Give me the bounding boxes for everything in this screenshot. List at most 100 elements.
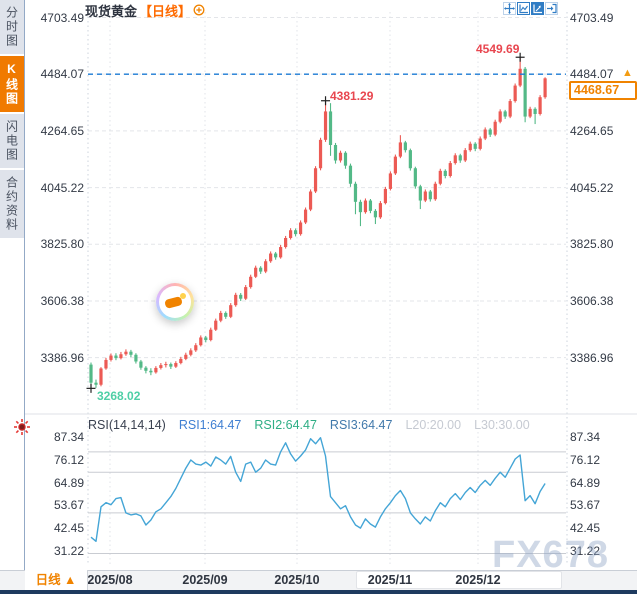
bottom-window-edge	[0, 590, 637, 594]
candle-body	[149, 370, 153, 373]
candle-body	[493, 121, 497, 135]
candle-body	[229, 305, 233, 317]
sidebar-tab-3[interactable]: 合约资料	[0, 170, 24, 238]
candle-body	[274, 253, 278, 258]
candle-body	[199, 337, 203, 346]
price-labels-left-label: 3606.38	[40, 293, 84, 308]
xaxis-label: 2025/12	[455, 573, 501, 587]
candle-body	[234, 294, 238, 306]
price-labels-right-label: 3386.96	[570, 350, 614, 365]
candle-body	[139, 361, 143, 368]
candle-body	[264, 261, 268, 272]
rsi-labels-left-label: 64.89	[53, 475, 84, 490]
candle-body	[89, 364, 93, 383]
xaxis-label: 2025/11	[367, 573, 413, 587]
candle-body	[293, 230, 298, 235]
candle-body	[224, 312, 228, 317]
candle-body	[398, 142, 402, 157]
candle-body	[413, 168, 417, 187]
candle-body	[373, 210, 378, 218]
rsi-labels-right-label: 76.12	[570, 452, 601, 467]
xaxis-label: 2025/08	[87, 573, 133, 587]
candle-body	[448, 163, 452, 176]
live-flash-icon[interactable]	[13, 418, 31, 436]
candle-body	[214, 320, 218, 330]
zoom-add-icon[interactable]	[193, 4, 205, 16]
candle-body	[503, 111, 507, 117]
chart-toolbar	[503, 2, 558, 15]
rsi-labels-left-label: 76.12	[53, 452, 84, 467]
sidebar-tab-1[interactable]: K线图	[0, 56, 24, 112]
candle-body	[543, 78, 547, 98]
candle-body	[129, 351, 133, 355]
candle-body	[533, 108, 537, 114]
candle-body	[154, 367, 158, 373]
candle-body	[144, 367, 148, 371]
candle-body	[473, 143, 477, 149]
candle-body	[468, 143, 472, 151]
period-tag: 【日线】	[139, 3, 192, 19]
candle-body	[433, 183, 437, 200]
horizontal-scrollbar-thumb[interactable]	[356, 571, 562, 589]
candle-body	[244, 287, 248, 299]
rsi-labels-left-label: 31.22	[53, 544, 84, 558]
candle-body	[483, 129, 487, 139]
candle-body	[259, 267, 263, 272]
xaxis-label: 2025/10	[274, 573, 320, 587]
sidebar-tab-0[interactable]: 分时图	[0, 0, 24, 54]
rsi-labels-left-label: 53.67	[53, 498, 84, 513]
candle-body	[164, 364, 168, 366]
rsi-labels-left-label: 87.34	[53, 430, 84, 444]
rsi-header-item-3: RSI3:64.47	[329, 418, 393, 432]
price-labels-right-label: 4264.65	[570, 123, 614, 138]
candle-body	[269, 253, 273, 262]
candle-body	[109, 355, 113, 360]
candle-body	[219, 312, 223, 321]
candle-body	[463, 150, 467, 161]
candle-body	[209, 329, 213, 341]
low-price-annotation: 3268.02	[97, 389, 141, 403]
candle-body	[338, 152, 343, 161]
rsi-header-item-2: RSI2:64.47	[254, 418, 317, 432]
rsi-indicator-header: RSI(14,14,14) RSI1:64.47 RSI2:64.47 RSI3:64…	[88, 418, 530, 432]
candle-body	[124, 351, 128, 355]
candle-body	[423, 191, 427, 201]
period-selector[interactable]: 日线 ▲	[25, 570, 88, 590]
symbol-name: 现货黄金	[85, 3, 138, 19]
chart-title: 现货黄金 【日线】	[85, 2, 205, 19]
candle-body	[249, 276, 253, 288]
exit-icon[interactable]	[545, 2, 558, 15]
candle-body	[403, 142, 407, 151]
sidebar-tab-2[interactable]: 闪电图	[0, 114, 24, 168]
candle-body	[323, 111, 328, 140]
candle-body	[388, 173, 392, 189]
axis-scale-x-icon[interactable]	[517, 2, 530, 15]
candle-body	[343, 152, 348, 166]
candle-body	[119, 354, 123, 359]
sidebar: 分时图 K线图 闪电图 合约资料	[0, 0, 25, 594]
candle-body	[358, 201, 363, 213]
swing-high-annotation: 4381.29	[330, 89, 374, 103]
current-price-badge: 4468.67	[569, 81, 637, 100]
candle-body	[134, 354, 138, 362]
pan-icon[interactable]	[503, 2, 516, 15]
axis-scale-y-icon[interactable]	[531, 2, 544, 15]
candle-body	[159, 365, 163, 368]
candle-body	[169, 364, 173, 367]
candle-body	[114, 355, 118, 359]
candle-body	[189, 350, 193, 355]
rsi-line	[90, 437, 546, 542]
candle-body	[428, 191, 432, 200]
price-up-arrow-icon: ▲	[622, 67, 633, 79]
rsi-labels-right-label: 31.22	[570, 544, 601, 558]
price-labels-right-label: 3825.80	[570, 237, 614, 252]
candle-body	[94, 382, 98, 385]
rsi-labels-right-label: 87.34	[570, 430, 601, 444]
candle-body	[353, 183, 358, 202]
candle-body	[528, 108, 532, 117]
broker-logo-badge	[156, 283, 194, 321]
rsi-labels-right-label: 53.67	[570, 498, 601, 513]
candle-body	[438, 170, 442, 184]
